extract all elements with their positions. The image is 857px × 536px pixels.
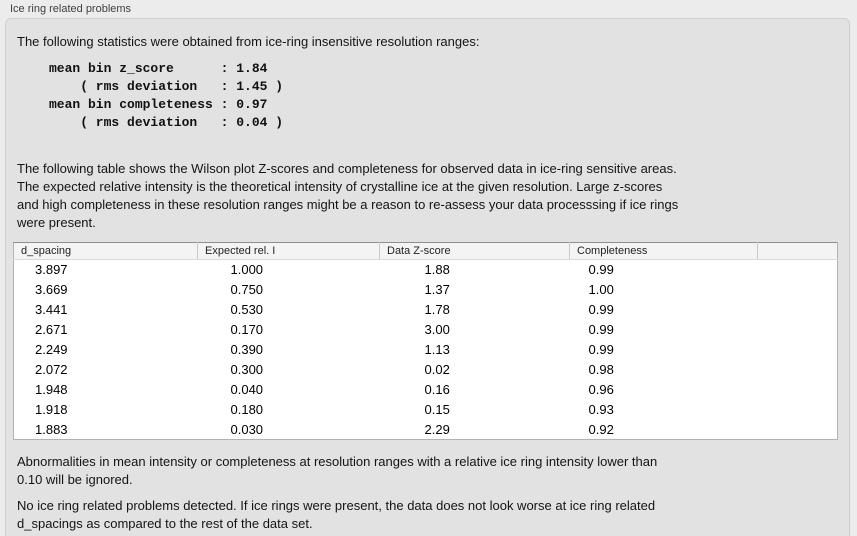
cell-d-spacing: 2.671: [35, 322, 68, 337]
cell-data-z-score: 0.16: [424, 382, 450, 397]
cell-expected-rel-i: 0.530: [230, 302, 264, 317]
cell-completeness: 0.99: [588, 302, 614, 317]
ignore-rule-text: Abnormalities in mean intensity or compl…: [17, 454, 658, 487]
cell-completeness: 0.96: [588, 382, 614, 397]
cell-d-spacing: 3.897: [35, 262, 68, 278]
cell-data-z-score: 0.15: [424, 402, 450, 417]
cell-completeness: 0.99: [588, 322, 614, 337]
cell-expected-rel-i: 0.180: [230, 402, 264, 417]
table-row[interactable]: 3.441 0.530 1.78 0.99: [14, 300, 838, 320]
intro-text: The following statistics were obtained f…: [17, 34, 480, 49]
panel-title: Ice ring related problems: [10, 3, 132, 15]
cell-d-spacing: 2.072: [35, 362, 68, 377]
table-row[interactable]: 3.897 1.000 1.88 0.99: [14, 260, 838, 280]
cell-spacer: [758, 320, 838, 340]
cell-data-z-score: 0.02: [424, 362, 450, 377]
cell-d-spacing: 3.669: [35, 282, 68, 297]
cell-completeness: 0.93: [588, 402, 614, 417]
cell-data-z-score: 1.78: [424, 302, 450, 317]
cell-completeness: 1.00: [588, 282, 614, 297]
cell-completeness: 0.99: [588, 262, 614, 278]
cell-spacer: [758, 280, 838, 300]
cell-data-z-score: 3.00: [424, 322, 450, 337]
cell-completeness: 0.99: [588, 342, 614, 357]
description-text: The following table shows the Wilson plo…: [17, 161, 679, 230]
cell-spacer: [758, 300, 838, 320]
table-row[interactable]: 2.249 0.390 1.13 0.99: [14, 340, 838, 360]
column-header-expected-rel-i[interactable]: Expected rel. I: [197, 242, 380, 260]
cell-d-spacing: 1.918: [35, 402, 68, 417]
cell-spacer: [758, 420, 838, 440]
cell-expected-rel-i: 0.170: [230, 322, 264, 337]
table-row[interactable]: 3.669 0.750 1.37 1.00: [14, 280, 838, 300]
cell-d-spacing: 1.883: [35, 421, 68, 437]
table-row[interactable]: 2.671 0.170 3.00 0.99: [14, 320, 838, 340]
column-header-completeness[interactable]: Completeness: [569, 242, 758, 260]
cell-d-spacing: 3.441: [35, 302, 68, 317]
table-row[interactable]: 1.918 0.180 0.15 0.93: [14, 400, 838, 420]
cell-spacer: [758, 380, 838, 400]
column-header-spacer: [757, 242, 838, 260]
cell-data-z-score: 1.13: [424, 342, 450, 357]
cell-spacer: [758, 400, 838, 420]
cell-spacer: [758, 360, 838, 380]
cell-expected-rel-i: 0.040: [230, 382, 264, 397]
cell-expected-rel-i: 0.030: [230, 421, 264, 437]
ice-ring-panel: The following statistics were obtained f…: [5, 18, 850, 536]
cell-data-z-score: 1.37: [424, 282, 450, 297]
table-row[interactable]: 1.948 0.040 0.16 0.96: [14, 380, 838, 400]
cell-data-z-score: 2.29: [424, 421, 450, 437]
cell-spacer: [758, 340, 838, 360]
cell-completeness: 0.98: [588, 362, 614, 377]
cell-expected-rel-i: 0.390: [230, 342, 264, 357]
stats-block: mean bin z_score : 1.84 ( rms deviation …: [49, 61, 284, 130]
cell-spacer: [758, 260, 838, 280]
cell-expected-rel-i: 1.000: [230, 262, 264, 278]
ice-table-body: 3.897 1.000 1.88 0.99 3.669 0.750 1.37 1.00 3.44…: [14, 260, 838, 440]
cell-expected-rel-i: 0.750: [230, 282, 264, 297]
table-row[interactable]: 1.883 0.030 2.29 0.92: [14, 420, 838, 440]
conclusion-text: No ice ring related problems detected. I…: [17, 498, 656, 531]
column-header-data-z-score[interactable]: Data Z-score: [379, 242, 570, 260]
cell-d-spacing: 1.948: [35, 382, 68, 397]
cell-completeness: 0.92: [588, 421, 614, 437]
table-row[interactable]: 2.072 0.300 0.02 0.98: [14, 360, 838, 380]
column-header-d-spacing[interactable]: d_spacing: [13, 242, 198, 260]
cell-expected-rel-i: 0.300: [230, 362, 264, 377]
cell-d-spacing: 2.249: [35, 342, 68, 357]
ice-ring-table: d_spacing Expected rel. I Data Z-score C…: [13, 242, 838, 440]
cell-data-z-score: 1.88: [424, 262, 450, 278]
ice-table-header: d_spacing Expected rel. I Data Z-score C…: [13, 242, 838, 260]
